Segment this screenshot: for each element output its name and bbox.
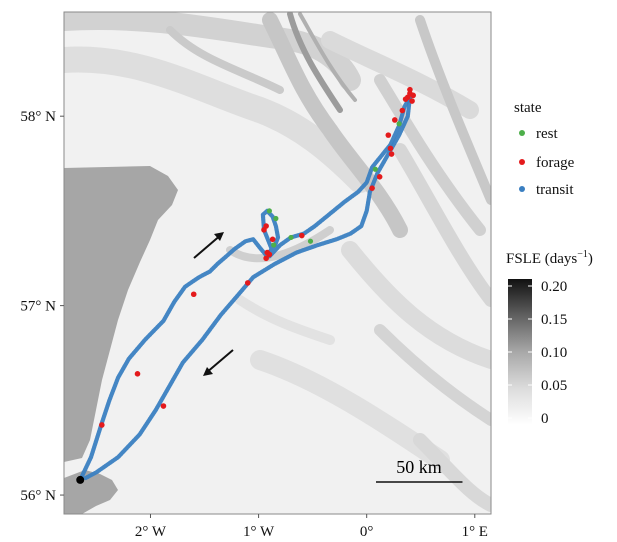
fsle-field (64, 12, 491, 512)
forage-point (376, 174, 383, 180)
x-tick-label: 1° E (462, 524, 488, 540)
scale-bar: 50 km (376, 457, 463, 483)
rest-point (307, 238, 314, 244)
rest-point (396, 121, 402, 127)
forage-point (399, 107, 406, 114)
fsle-colorbar-ticks: 0.20 0.15 0.10 0.05 0 (508, 279, 567, 427)
forage-point (369, 185, 375, 191)
fsle-legend: FSLE (days−1) 0.20 0.15 0.10 0.05 0 (506, 249, 593, 427)
land-mass (64, 166, 178, 462)
panel-border (63, 11, 492, 515)
transit-legend-marker (519, 186, 525, 192)
map-panel (64, 12, 491, 514)
forage-point (266, 251, 273, 258)
forage-point (299, 232, 305, 239)
track-return (83, 95, 412, 481)
rest-legend-marker (519, 130, 525, 136)
forage-point (263, 223, 269, 229)
direction-arrow-north (193, 232, 224, 259)
rest-point (273, 215, 279, 222)
state-legend: state rest forage transit (514, 100, 575, 198)
fsle-tick-label: 0.10 (541, 345, 567, 361)
forage-point (410, 92, 416, 99)
forage-point (190, 291, 197, 298)
rest-point (266, 208, 272, 214)
scale-bar-label: 50 km (396, 457, 442, 477)
forage-point (409, 98, 415, 104)
rest-point (271, 242, 277, 248)
forage-point (391, 117, 398, 123)
forage-point (402, 96, 409, 102)
x-tick-label: 0° (360, 524, 374, 540)
x-tick-label: 1° W (243, 524, 275, 540)
track-outbound (78, 95, 412, 482)
fsle-tick-label: 0 (541, 411, 549, 427)
y-axis: 56° N 57° N 58° N (20, 109, 64, 504)
forage-point (134, 371, 141, 377)
forage-point (269, 236, 276, 243)
rest-point (372, 166, 378, 172)
track-layer (76, 86, 416, 484)
x-tick-label: 2° W (135, 524, 167, 540)
start-point (76, 475, 85, 484)
forage-point (407, 86, 413, 93)
y-tick-label: 57° N (20, 299, 56, 315)
rest-legend-label: rest (536, 126, 558, 142)
y-tick-label: 56° N (20, 488, 56, 504)
transit-legend-label: transit (536, 182, 574, 198)
fsle-tick-label: 0.05 (541, 378, 567, 394)
forage-point (387, 145, 394, 152)
forage-point (244, 280, 251, 286)
forage-point (263, 255, 269, 262)
forage-point (160, 403, 167, 409)
forage-legend-label: forage (536, 155, 575, 171)
direction-arrow-south (203, 349, 234, 376)
fsle-legend-title: FSLE (days−1) (506, 249, 593, 267)
forage-point (388, 151, 395, 157)
forage-point (385, 132, 392, 138)
fsle-tick-label: 0.20 (541, 279, 567, 295)
forage-legend-marker (519, 159, 525, 165)
y-tick-label: 58° N (20, 109, 56, 125)
state-legend-title: state (514, 100, 542, 116)
forage-point (99, 422, 105, 428)
rest-point (288, 234, 294, 241)
x-axis: 2° W 1° W 0° 1° E (135, 514, 488, 540)
fsle-tick-label: 0.15 (541, 312, 567, 328)
